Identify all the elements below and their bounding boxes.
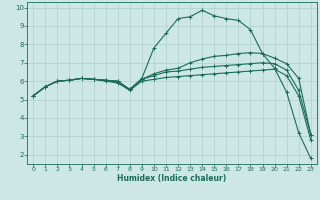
X-axis label: Humidex (Indice chaleur): Humidex (Indice chaleur) [117, 174, 227, 183]
